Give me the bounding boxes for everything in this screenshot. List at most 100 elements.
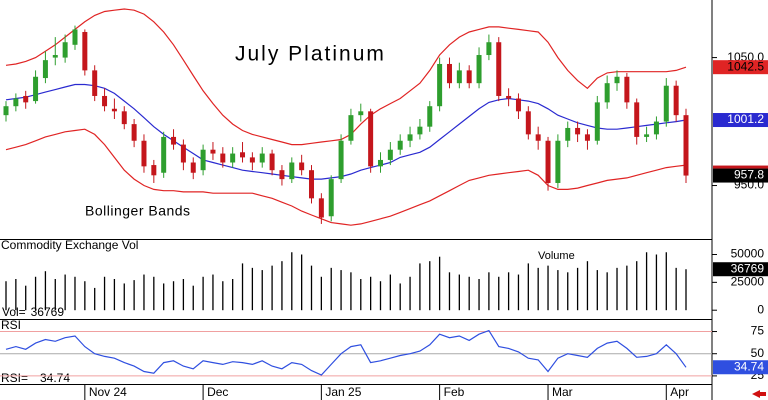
rsi-line	[5, 329, 687, 376]
chart-title: July Platinum	[235, 43, 386, 66]
candle-body	[466, 70, 472, 84]
rsi-last-box	[713, 360, 768, 375]
y-tick-label: 25000	[731, 275, 765, 289]
candle-body	[318, 198, 324, 218]
candle-body	[42, 60, 48, 79]
y-tick-label: 0	[757, 302, 764, 316]
volume-title: Commodity Exchange Vol	[1, 238, 138, 252]
candle-body	[171, 136, 177, 145]
candle-body	[13, 98, 19, 107]
candle-body	[279, 170, 285, 180]
y-tick-label: 75	[751, 324, 765, 338]
candle-body	[220, 153, 226, 163]
candle-body	[141, 140, 147, 167]
candle-body	[299, 162, 305, 171]
candle-body	[240, 152, 246, 158]
candle-body	[624, 76, 630, 103]
candle-body	[663, 85, 669, 122]
x-tick-label: Nov 24	[89, 385, 127, 399]
candle-body	[52, 55, 58, 58]
candle-body	[23, 95, 29, 103]
candle-body	[72, 29, 78, 45]
candle-body	[437, 63, 443, 107]
candle-body	[368, 111, 374, 167]
middle-last-box	[713, 113, 768, 128]
candle-body	[102, 95, 108, 107]
y-tick-label: 50000	[731, 247, 765, 261]
annotation: Bollinger Bands	[85, 203, 191, 219]
scroll-arrow[interactable]	[752, 390, 766, 398]
candle-body	[486, 42, 492, 56]
candle-body	[131, 124, 137, 141]
rsi-readout: RSI=	[1, 371, 28, 385]
middle-last-label: 1001.2	[727, 112, 764, 126]
candle-body	[121, 111, 127, 125]
candle-body	[328, 179, 334, 217]
candle-body	[200, 149, 206, 171]
x-tick-label: Dec	[207, 385, 228, 399]
candle-body	[653, 121, 659, 135]
volume-last-label: 36769	[731, 261, 765, 275]
y-tick-label: 50	[751, 346, 765, 360]
lower-band	[5, 128, 687, 226]
volume-label: Volume	[538, 250, 575, 262]
candle-body	[417, 126, 423, 135]
candle-body	[555, 140, 561, 183]
candle-body	[565, 127, 571, 141]
close-last-label: 957.8	[734, 168, 764, 182]
candle-body	[111, 108, 117, 112]
candle-body	[397, 140, 403, 150]
candle-body	[309, 170, 315, 199]
candle-body	[506, 95, 512, 99]
candle-body	[673, 85, 679, 116]
upper-last-box	[713, 60, 768, 75]
candle-body	[259, 153, 265, 163]
candle-body	[210, 149, 216, 154]
middle-band	[5, 83, 687, 180]
candle-body	[151, 165, 157, 176]
candle-body	[644, 134, 650, 137]
candle-body	[535, 134, 541, 141]
candle-body	[407, 134, 413, 141]
x-tick-label: Mar	[552, 385, 573, 399]
candle-body	[161, 136, 167, 173]
candle-body	[230, 153, 236, 163]
rsi-last-label: 34.74	[734, 359, 764, 373]
x-tick-label: Feb	[444, 385, 465, 399]
candle-body	[446, 63, 452, 84]
candle-body	[377, 159, 383, 167]
candle-body	[456, 70, 462, 84]
candle-body	[62, 42, 68, 58]
rsi-readout-value: 34.74	[40, 371, 70, 385]
candle-body	[545, 140, 551, 183]
candle-body	[82, 31, 88, 71]
candle-body	[584, 134, 590, 141]
candle-body	[427, 106, 433, 127]
candle-body	[358, 111, 364, 116]
candle-body	[683, 115, 689, 176]
candle-body	[614, 76, 620, 84]
rsi-title: RSI	[1, 318, 21, 332]
upper-last-label: 1042.5	[727, 59, 764, 73]
candle-body	[190, 162, 196, 173]
candle-body	[348, 115, 354, 141]
candle-body	[525, 111, 531, 135]
candle-body	[289, 162, 295, 180]
candle-body	[387, 149, 393, 160]
candle-body	[338, 140, 344, 180]
close-marker	[713, 165, 768, 169]
candle-body	[3, 106, 9, 116]
candle-body	[33, 76, 39, 102]
candle-body	[575, 127, 581, 135]
candle-body	[634, 102, 640, 137]
candle-body	[496, 42, 502, 96]
volume-last-box	[713, 262, 768, 277]
x-tick-label: Apr	[670, 385, 689, 399]
candle-body	[180, 144, 186, 163]
candle-body	[604, 83, 610, 103]
candle-body	[249, 157, 255, 163]
volume-readout: Vol=	[2, 305, 26, 319]
upper-band	[5, 8, 687, 146]
